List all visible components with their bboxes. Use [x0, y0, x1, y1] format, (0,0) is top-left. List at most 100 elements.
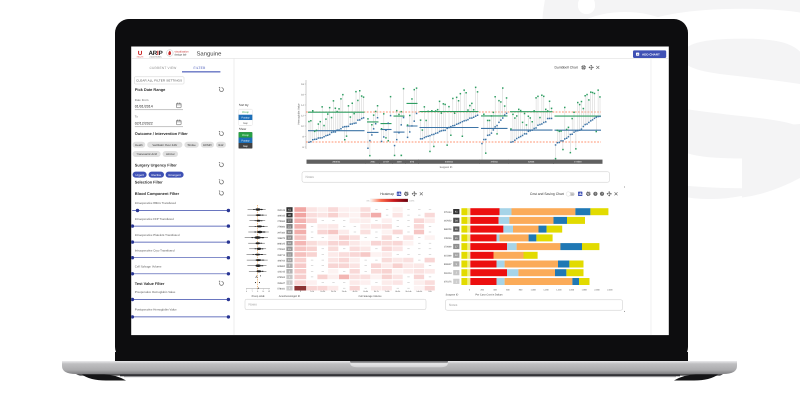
svg-text:To: To — [135, 114, 138, 118]
svg-text:Gap: Gap — [243, 122, 248, 125]
svg-text:0: 0 — [300, 290, 301, 293]
svg-text:4h-5h: 4h-5h — [352, 290, 357, 293]
svg-text:ADD CHART: ADD CHART — [642, 53, 660, 57]
svg-text:8h-9h: 8h-9h — [395, 290, 400, 293]
svg-text:9: 9 — [257, 290, 258, 293]
svg-text:2905/5a: 2905/5a — [332, 161, 341, 164]
svg-text:40: 40 — [288, 214, 291, 217]
svg-text:273062: 273062 — [277, 248, 285, 251]
svg-text:499345: 499345 — [277, 214, 285, 217]
svg-text:400: 400 — [493, 289, 497, 292]
svg-text:Notes: Notes — [306, 175, 315, 179]
svg-text:292404: 292404 — [444, 272, 452, 275]
svg-text:Intraoperative Cryo Transfused: Intraoperative Cryo Transfused — [135, 248, 175, 252]
svg-text:1dh-5h: 1dh-5h — [416, 290, 422, 293]
svg-text:10: 10 — [301, 125, 304, 128]
svg-text:Postoperative Hemoglobin Value: Postoperative Hemoglobin Value — [135, 308, 177, 312]
svg-text:496762: 496762 — [277, 259, 285, 262]
svg-text:2,200: 2,200 — [607, 289, 613, 292]
svg-text:172669: 172669 — [444, 246, 452, 249]
svg-text:Preop HGB: Preop HGB — [252, 295, 265, 298]
svg-text:275175: 275175 — [444, 281, 452, 284]
svg-text:Preoperative Hemoglobin Value: Preoperative Hemoglobin Value — [135, 290, 176, 294]
svg-text:5h-6h: 5h-6h — [363, 290, 368, 293]
svg-text:0-1h: 0-1h — [310, 290, 314, 293]
svg-text:Dumbbell Chart: Dumbbell Chart — [554, 66, 578, 70]
svg-text:275983: 275983 — [277, 220, 285, 223]
svg-text:6h-7h: 6h-7h — [374, 290, 379, 293]
svg-text:15: 15 — [288, 253, 291, 256]
svg-text:21: 21 — [455, 237, 458, 240]
svg-text:Intraoperative Platelets Trans: Intraoperative Platelets Transfused — [135, 233, 180, 237]
svg-text:Anesthesiologist ID: Anesthesiologist ID — [279, 295, 301, 298]
svg-text:1,200: 1,200 — [543, 289, 549, 292]
svg-text:3D: 3D — [571, 193, 574, 196]
svg-text:Notes: Notes — [249, 303, 258, 307]
svg-text:15: 15 — [288, 248, 291, 251]
svg-text:Date From: Date From — [135, 98, 149, 102]
svg-text:5: 5 — [246, 290, 247, 293]
svg-text:2: 2 — [289, 282, 291, 285]
svg-text:31: 31 — [455, 228, 458, 231]
svg-text:?: ? — [601, 192, 603, 196]
svg-text:Cell Salvage Volume: Cell Salvage Volume — [358, 295, 382, 298]
svg-text:Show: Show — [239, 127, 247, 131]
svg-text:02/12/2022: 02/12/2022 — [135, 121, 153, 125]
svg-text:Hemoglobin Value: Hemoglobin Value — [298, 103, 301, 125]
svg-text:ECMO: ECMO — [203, 143, 212, 147]
svg-text:16: 16 — [301, 93, 304, 96]
svg-text:Intraoperative FFP Transfused: Intraoperative FFP Transfused — [135, 217, 174, 221]
svg-text:295713: 295713 — [277, 254, 285, 257]
svg-text:Preop: Preop — [242, 111, 249, 114]
svg-text:1: 1 — [289, 287, 291, 290]
svg-text:Urgent: Urgent — [135, 173, 144, 177]
svg-text:135246: 135246 — [444, 237, 452, 240]
svg-text:1,800: 1,800 — [582, 289, 588, 292]
svg-text:578481: 578481 — [277, 288, 285, 291]
svg-text:8: 8 — [289, 270, 291, 273]
svg-text:Preop: Preop — [242, 134, 249, 137]
svg-text:0: 0 — [469, 289, 471, 292]
svg-text:3: 3 — [456, 272, 458, 275]
svg-text:1,000: 1,000 — [531, 289, 537, 292]
svg-text:Ventilator Over 24hr: Ventilator Over 24hr — [152, 143, 177, 147]
svg-text:?: ? — [595, 192, 597, 196]
svg-text:Test Value Filter: Test Value Filter — [135, 281, 165, 286]
svg-text:Stroke: Stroke — [188, 143, 197, 147]
svg-text:Sort By: Sort By — [239, 103, 249, 107]
svg-text:Per Case Cost in Dollars: Per Case Cost in Dollars — [475, 293, 503, 296]
svg-text:12: 12 — [301, 114, 304, 117]
svg-text:279860: 279860 — [277, 226, 285, 229]
svg-text:0%: 0% — [367, 200, 370, 203]
svg-text:290847: 290847 — [277, 282, 285, 285]
svg-text:21: 21 — [288, 225, 291, 228]
svg-text:Blood Component Filter: Blood Component Filter — [135, 191, 180, 196]
svg-text:Outcome / Intervention Filter: Outcome / Intervention Filter — [135, 131, 188, 136]
svg-text:14: 14 — [301, 104, 304, 107]
svg-text:990697: 990697 — [444, 263, 452, 266]
svg-text:Cell Salvage Volume: Cell Salvage Volume — [135, 265, 162, 269]
svg-text:100%: 100% — [409, 200, 414, 203]
svg-text:Intraoperative RBCs Transfused: Intraoperative RBCs Transfused — [135, 201, 177, 205]
svg-text:16: 16 — [288, 242, 291, 245]
svg-text:423245: 423245 — [277, 271, 285, 274]
svg-text:62658: 62658 — [528, 161, 535, 164]
svg-text:41: 41 — [455, 211, 458, 214]
svg-text:Postop: Postop — [241, 139, 250, 142]
svg-text:1,400: 1,400 — [556, 289, 562, 292]
svg-text:Postop: Postop — [241, 117, 250, 120]
svg-text:4-78l49: 4-78l49 — [574, 161, 582, 164]
svg-text:290c: 290c — [370, 161, 376, 164]
svg-text:200: 200 — [480, 289, 484, 292]
svg-text:B12: B12 — [219, 143, 224, 147]
svg-text:Elective: Elective — [151, 173, 161, 177]
svg-text:7h-8h: 7h-8h — [385, 290, 390, 293]
svg-text:Heatmap: Heatmap — [380, 192, 394, 196]
svg-text:CLEAR ALL FILTER SETTINGS: CLEAR ALL FILTER SETTINGS — [136, 79, 182, 83]
svg-text:9: 9 — [289, 265, 291, 268]
svg-text:18: 18 — [288, 237, 291, 240]
svg-text:A: A — [255, 275, 258, 279]
svg-text:Notes: Notes — [449, 303, 458, 307]
svg-text:13-4l7: 13-4l7 — [383, 161, 390, 164]
svg-text:12: 12 — [288, 259, 291, 262]
